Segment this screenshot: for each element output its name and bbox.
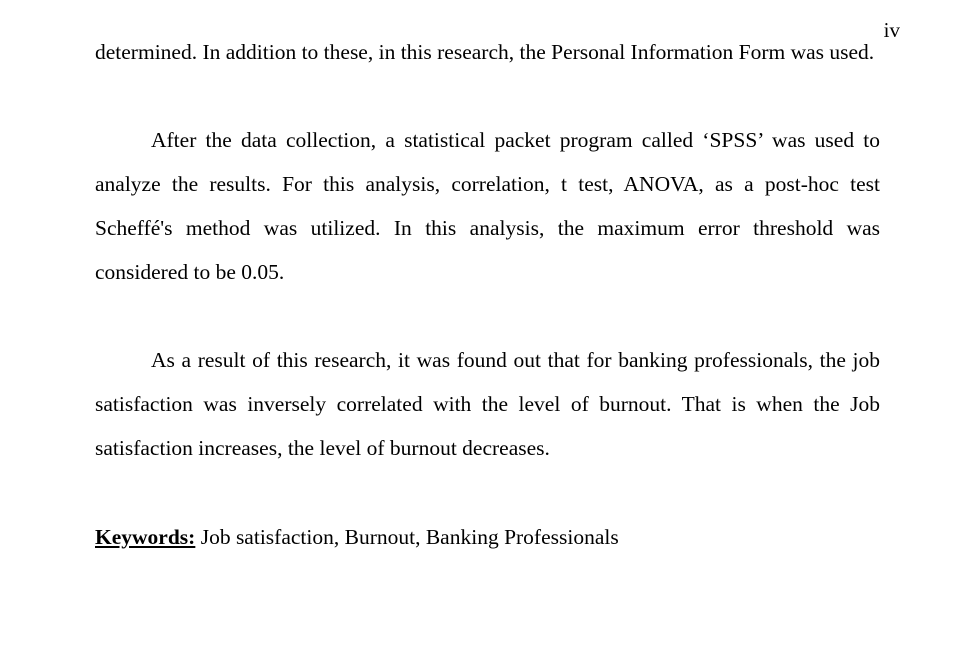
- keywords-text: Job satisfaction, Burnout, Banking Profe…: [195, 525, 618, 549]
- keywords-label: Keywords:: [95, 525, 195, 549]
- page-number: iv: [884, 18, 900, 43]
- paragraph-1: determined. In addition to these, in thi…: [95, 30, 880, 74]
- page: iv determined. In addition to these, in …: [0, 0, 960, 667]
- paragraph-2: After the data collection, a statistical…: [95, 118, 880, 294]
- paragraph-3: As a result of this research, it was fou…: [95, 338, 880, 470]
- keywords-line: Keywords: Job satisfaction, Burnout, Ban…: [95, 515, 880, 559]
